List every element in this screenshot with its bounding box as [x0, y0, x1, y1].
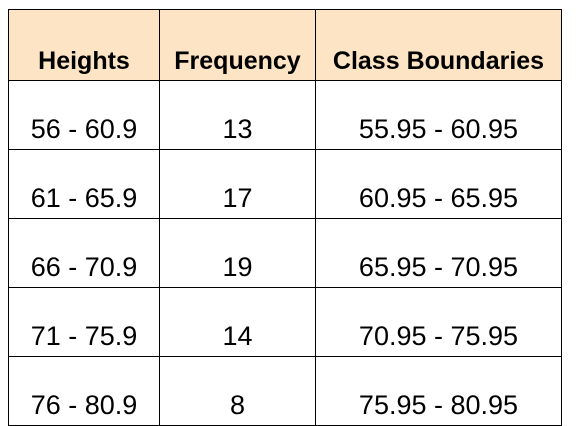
header-frequency: Frequency: [159, 9, 316, 81]
frequency-cell: 8: [159, 356, 316, 426]
heights-cell: 61 - 65.9: [8, 149, 160, 219]
frequency-table: Heights Frequency Class Boundaries 56 - …: [8, 9, 562, 426]
heights-cell: 76 - 80.9: [8, 356, 160, 426]
table-row: 66 - 70.9 19 65.95 - 70.95: [8, 218, 562, 288]
class-boundaries-cell: 70.95 - 75.95: [315, 287, 562, 357]
heights-cell: 56 - 60.9: [8, 80, 160, 150]
class-boundaries-cell: 55.95 - 60.95: [315, 80, 562, 150]
frequency-cell: 17: [159, 149, 316, 219]
header-heights: Heights: [8, 9, 160, 81]
frequency-cell: 13: [159, 80, 316, 150]
class-boundaries-cell: 75.95 - 80.95: [315, 356, 562, 426]
heights-cell: 71 - 75.9: [8, 287, 160, 357]
table-row: 76 - 80.9 8 75.95 - 80.95: [8, 356, 562, 426]
header-class-boundaries: Class Boundaries: [315, 9, 562, 81]
table-row: 61 - 65.9 17 60.95 - 65.95: [8, 149, 562, 219]
header-row: Heights Frequency Class Boundaries: [8, 9, 562, 81]
class-boundaries-cell: 60.95 - 65.95: [315, 149, 562, 219]
heights-cell: 66 - 70.9: [8, 218, 160, 288]
frequency-cell: 14: [159, 287, 316, 357]
class-boundaries-cell: 65.95 - 70.95: [315, 218, 562, 288]
table-row: 56 - 60.9 13 55.95 - 60.95: [8, 80, 562, 150]
table-row: 71 - 75.9 14 70.95 - 75.95: [8, 287, 562, 357]
frequency-cell: 19: [159, 218, 316, 288]
